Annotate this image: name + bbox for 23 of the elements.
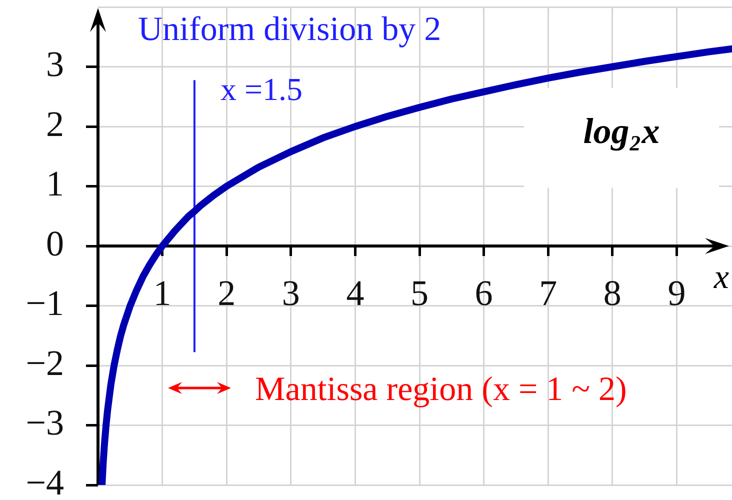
- annotation: Mantissa region (x = 1 ~ 2): [255, 371, 627, 408]
- series-label: log₂x: [583, 111, 660, 151]
- x-tick-label: 6: [474, 273, 493, 314]
- y-tick-label: 2: [46, 104, 64, 144]
- y-tick-label: 1: [46, 164, 64, 204]
- y-tick-label: −4: [26, 462, 64, 500]
- y-tick-label: −2: [26, 342, 64, 383]
- x-tick-label: 9: [668, 273, 686, 314]
- y-tick-label: 3: [46, 44, 64, 84]
- ref-line-label: x =1.5: [220, 71, 302, 107]
- x-tick-label: 4: [346, 273, 364, 314]
- x-tick-label: 8: [603, 273, 622, 314]
- y-tick-label: 0: [46, 223, 64, 264]
- x-tick-label: 3: [282, 273, 300, 314]
- x-tick-label: 1: [153, 273, 172, 314]
- y-tick-label: −3: [26, 402, 64, 443]
- label-panel: log₂x: [524, 88, 719, 188]
- x-axis-title: x: [712, 259, 729, 296]
- annotation: Uniform division by 2: [138, 11, 442, 48]
- y-tick-label: −1: [26, 283, 64, 324]
- x-tick-label: 2: [218, 273, 236, 314]
- x-tick-label: 7: [539, 273, 558, 314]
- x-tick-label: 5: [410, 273, 428, 314]
